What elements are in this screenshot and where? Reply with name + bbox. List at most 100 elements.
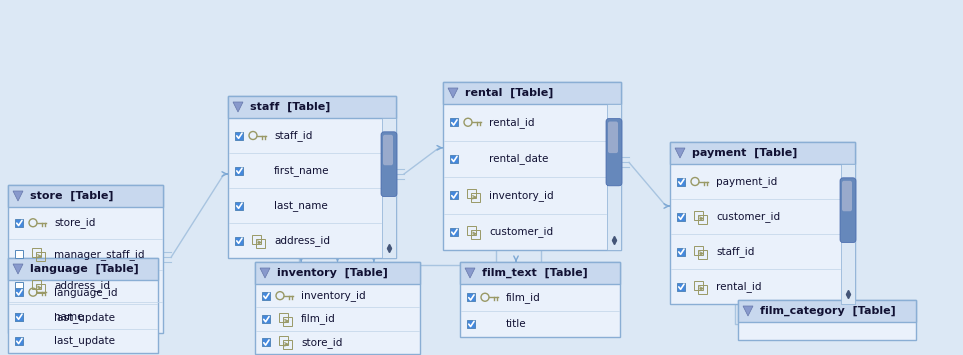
Text: last_update: last_update — [54, 335, 115, 346]
Text: inventory  [Table]: inventory [Table] — [277, 268, 388, 278]
Bar — [443, 82, 621, 104]
Bar — [255, 262, 420, 284]
Polygon shape — [13, 191, 23, 201]
Text: inventory_id: inventory_id — [301, 290, 366, 301]
Bar — [256, 239, 265, 247]
Bar — [283, 340, 292, 349]
FancyBboxPatch shape — [606, 119, 622, 186]
Bar — [235, 236, 243, 245]
Bar — [450, 118, 458, 126]
Bar — [279, 313, 288, 322]
Text: last_name: last_name — [274, 200, 327, 211]
Bar — [443, 82, 621, 250]
Bar — [450, 228, 458, 236]
Text: film_category  [Table]: film_category [Table] — [760, 306, 896, 316]
Bar — [460, 262, 620, 284]
Text: customer_id: customer_id — [716, 211, 780, 222]
Bar — [450, 191, 458, 199]
Text: language_id: language_id — [54, 287, 117, 297]
Text: payment_id: payment_id — [716, 176, 777, 187]
Bar — [32, 280, 41, 289]
Bar — [32, 248, 41, 257]
Text: staff_id: staff_id — [274, 130, 312, 141]
Text: rental  [Table]: rental [Table] — [465, 88, 554, 98]
Polygon shape — [448, 88, 458, 98]
Text: rental_id: rental_id — [489, 117, 534, 128]
Bar — [677, 178, 685, 186]
Text: manager_staff_id: manager_staff_id — [54, 249, 144, 260]
Bar — [15, 282, 23, 290]
Bar — [738, 300, 916, 340]
Polygon shape — [465, 268, 475, 278]
Bar — [670, 142, 855, 164]
Text: name: name — [54, 311, 84, 322]
Text: film_id: film_id — [506, 292, 541, 303]
Text: first_name: first_name — [274, 165, 329, 176]
Bar — [235, 202, 243, 209]
Bar — [698, 284, 707, 294]
Text: film_id: film_id — [301, 313, 336, 324]
Text: title: title — [506, 319, 527, 329]
Bar — [698, 250, 707, 258]
Bar — [694, 211, 703, 219]
Polygon shape — [675, 148, 685, 158]
Bar — [694, 246, 703, 255]
Text: customer_id: customer_id — [489, 226, 553, 237]
Bar — [382, 118, 396, 258]
Text: language  [Table]: language [Table] — [30, 264, 139, 274]
Bar — [279, 336, 288, 345]
Bar — [841, 164, 855, 304]
Bar — [15, 219, 23, 227]
Bar — [460, 262, 620, 337]
Bar — [15, 250, 23, 258]
Bar — [228, 96, 396, 258]
Text: payment  [Table]: payment [Table] — [692, 148, 797, 158]
Bar — [677, 213, 685, 220]
FancyBboxPatch shape — [608, 121, 618, 153]
Polygon shape — [743, 306, 753, 316]
Bar — [677, 247, 685, 256]
FancyBboxPatch shape — [842, 181, 852, 211]
Bar — [698, 214, 707, 224]
FancyBboxPatch shape — [383, 135, 393, 165]
Text: last_update: last_update — [54, 312, 115, 323]
Bar — [252, 235, 261, 244]
Bar — [15, 313, 23, 321]
FancyBboxPatch shape — [840, 178, 856, 242]
Bar — [670, 142, 855, 304]
Text: address_id: address_id — [54, 280, 110, 291]
Text: rental_id: rental_id — [716, 281, 762, 292]
Bar — [15, 288, 23, 296]
Text: store_id: store_id — [301, 337, 343, 348]
Bar — [36, 252, 45, 261]
Bar — [15, 337, 23, 345]
FancyBboxPatch shape — [381, 132, 397, 197]
Bar — [36, 284, 45, 293]
Bar — [677, 283, 685, 290]
Bar — [228, 96, 396, 118]
Bar — [8, 258, 158, 280]
Bar — [467, 189, 476, 198]
Bar — [15, 312, 23, 321]
Text: store_id: store_id — [54, 217, 95, 228]
Text: rental_date: rental_date — [489, 153, 548, 164]
Polygon shape — [13, 264, 23, 274]
Polygon shape — [260, 268, 270, 278]
Bar — [262, 338, 270, 346]
Polygon shape — [233, 102, 243, 112]
Text: staff_id: staff_id — [716, 246, 754, 257]
Bar — [255, 262, 420, 354]
Text: inventory_id: inventory_id — [489, 190, 554, 201]
Bar — [283, 317, 292, 326]
Bar — [467, 226, 476, 235]
Bar — [235, 166, 243, 175]
Text: staff  [Table]: staff [Table] — [250, 102, 330, 112]
Text: film_text  [Table]: film_text [Table] — [482, 268, 587, 278]
Bar — [738, 300, 916, 322]
Bar — [471, 230, 480, 239]
Text: store  [Table]: store [Table] — [30, 191, 114, 201]
Bar — [8, 185, 163, 207]
Bar — [471, 193, 480, 202]
Bar — [235, 131, 243, 140]
Bar — [450, 155, 458, 163]
